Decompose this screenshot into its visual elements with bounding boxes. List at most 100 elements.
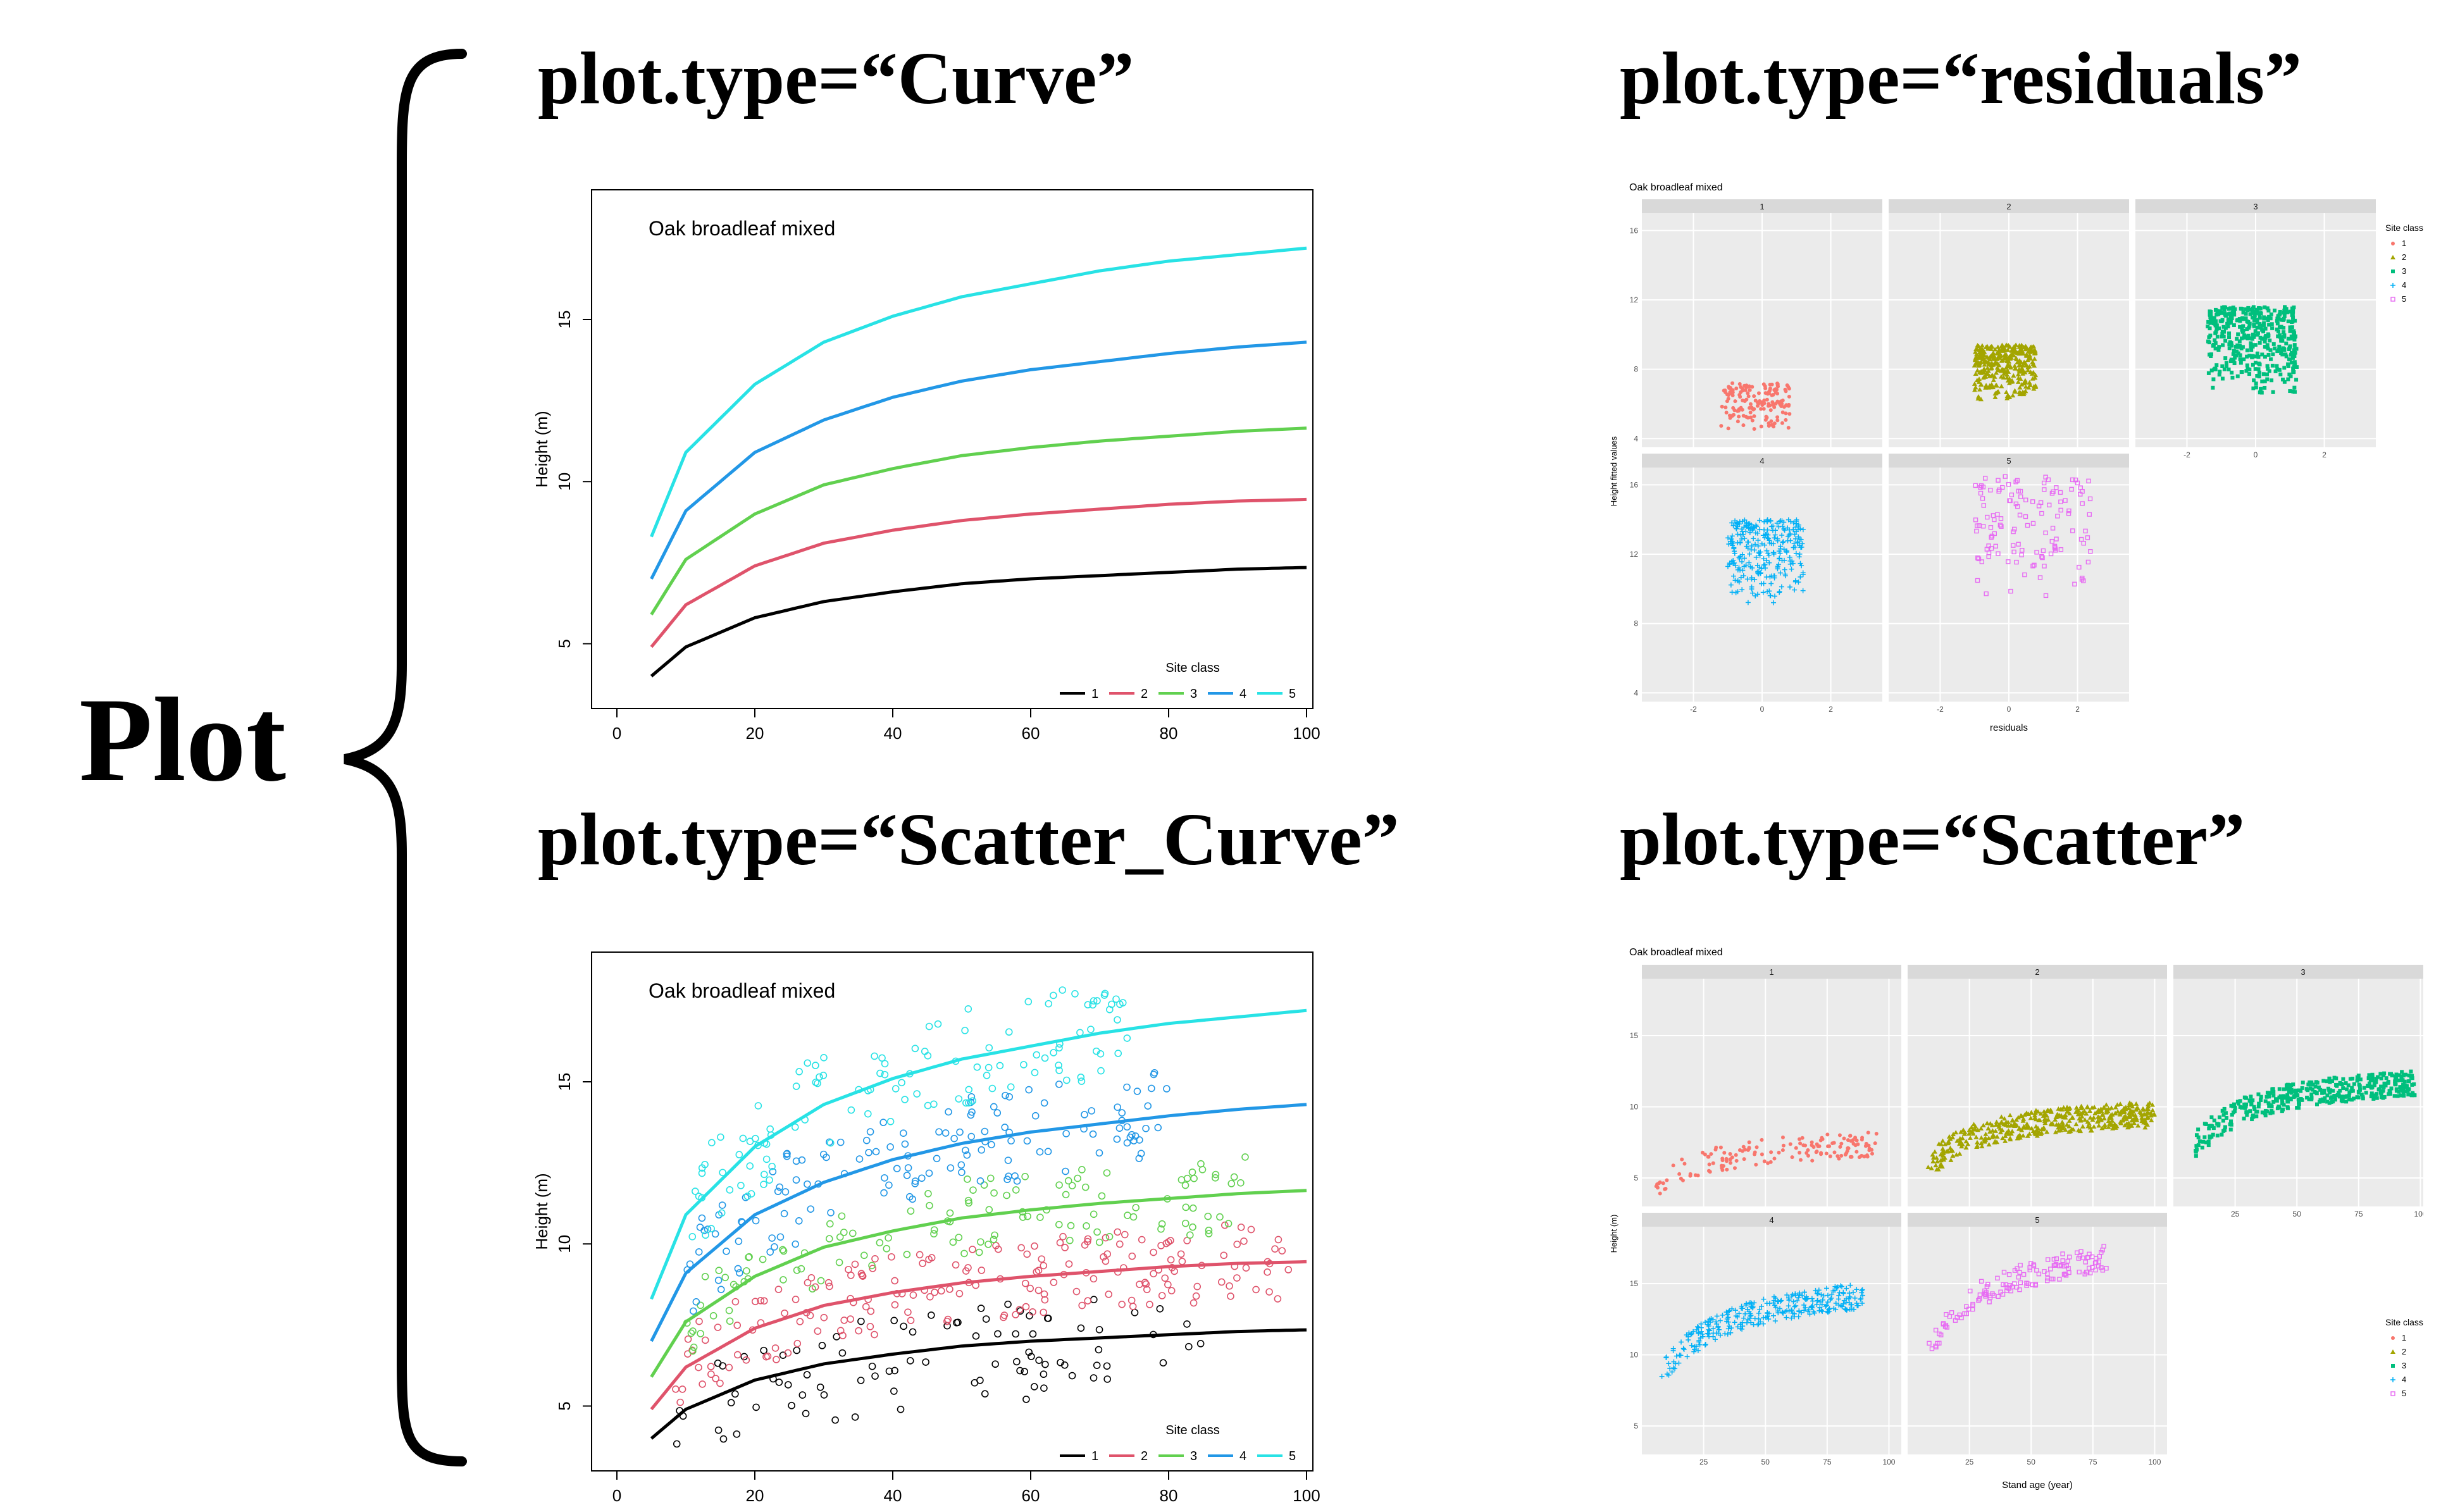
data-point bbox=[1732, 1308, 1738, 1313]
data-point bbox=[2005, 364, 2011, 369]
data-point bbox=[2290, 389, 2295, 393]
data-point bbox=[1934, 1167, 1940, 1172]
data-point bbox=[2227, 335, 2232, 340]
data-point bbox=[864, 1110, 872, 1118]
data-point bbox=[1787, 412, 1792, 416]
data-point bbox=[2011, 543, 2016, 548]
data-point bbox=[2252, 333, 2256, 337]
data-point bbox=[1753, 1150, 1757, 1155]
data-point bbox=[2261, 329, 2266, 333]
data-point bbox=[1833, 1301, 1839, 1306]
data-point bbox=[2006, 1128, 2011, 1133]
data-point bbox=[2081, 541, 2086, 546]
data-point bbox=[1040, 1261, 1048, 1270]
data-point bbox=[1848, 1282, 1853, 1288]
data-point bbox=[1796, 534, 1801, 540]
data-point bbox=[1951, 1132, 1956, 1137]
data-point bbox=[860, 1251, 868, 1260]
data-point bbox=[1950, 1153, 1956, 1158]
data-point bbox=[866, 1128, 874, 1136]
facet-strip bbox=[1642, 965, 1901, 979]
data-point bbox=[2117, 1112, 2123, 1117]
data-point bbox=[1154, 1124, 1162, 1132]
data-point bbox=[2278, 311, 2282, 316]
data-point bbox=[2118, 1101, 2123, 1106]
data-point bbox=[2227, 342, 2232, 347]
data-point bbox=[905, 1193, 914, 1201]
data-point bbox=[735, 1151, 743, 1158]
data-point bbox=[819, 1072, 828, 1079]
data-point bbox=[1804, 1151, 1809, 1155]
data-point bbox=[1028, 1353, 1035, 1360]
data-point bbox=[1025, 1348, 1033, 1356]
data-point bbox=[2057, 1123, 2063, 1128]
data-point bbox=[2311, 1082, 2315, 1087]
data-point bbox=[1933, 1163, 1939, 1168]
data-point bbox=[1696, 1338, 1702, 1344]
data-point bbox=[1970, 1301, 1975, 1307]
data-point bbox=[2367, 1081, 2371, 1086]
data-point bbox=[869, 1265, 877, 1272]
data-point bbox=[2282, 333, 2287, 337]
data-point bbox=[1084, 1297, 1092, 1305]
data-point bbox=[1965, 1141, 1971, 1146]
data-point bbox=[1749, 586, 1755, 592]
data-point bbox=[1728, 1151, 1732, 1156]
data-point bbox=[1017, 1244, 1025, 1252]
data-point bbox=[1999, 1114, 2004, 1119]
data-point bbox=[2269, 357, 2273, 361]
data-point bbox=[2262, 316, 2266, 321]
data-point bbox=[1730, 393, 1735, 397]
data-point bbox=[1983, 344, 1989, 349]
data-point bbox=[1773, 387, 1778, 392]
data-point bbox=[2101, 1115, 2107, 1120]
data-point bbox=[1150, 1270, 1157, 1278]
heading-scatter: plot.type=“Scatter” bbox=[1620, 798, 2245, 881]
data-point bbox=[1265, 1288, 1273, 1296]
data-point bbox=[2294, 1091, 2298, 1096]
data-point bbox=[2251, 344, 2255, 349]
data-point bbox=[2266, 352, 2271, 357]
data-point bbox=[1764, 518, 1770, 524]
data-point bbox=[2340, 1099, 2345, 1103]
data-point bbox=[1867, 1146, 1872, 1151]
data-point bbox=[1142, 1280, 1150, 1288]
data-point bbox=[1973, 1134, 1979, 1139]
data-point bbox=[977, 1238, 984, 1246]
data-point bbox=[975, 1248, 983, 1256]
data-point bbox=[1216, 1213, 1224, 1221]
data-point bbox=[2238, 319, 2242, 323]
data-point bbox=[2227, 331, 2232, 335]
x-tick-label: 20 bbox=[746, 1486, 764, 1505]
data-point bbox=[2196, 1135, 2201, 1139]
data-point bbox=[1735, 1314, 1741, 1320]
data-point bbox=[2367, 1073, 2371, 1077]
data-point bbox=[2258, 322, 2262, 326]
data-point bbox=[1817, 1304, 1823, 1310]
data-point bbox=[1954, 1315, 1960, 1320]
data-point bbox=[2289, 1088, 2294, 1092]
data-point bbox=[1741, 1149, 1745, 1153]
data-point bbox=[1957, 1151, 1963, 1156]
data-point bbox=[2053, 1129, 2058, 1134]
data-point bbox=[1756, 391, 1761, 395]
y-tick-label: 5 bbox=[1634, 1174, 1638, 1182]
data-point bbox=[2244, 1110, 2249, 1115]
data-point bbox=[2039, 1127, 2045, 1132]
data-point bbox=[1982, 362, 1987, 367]
data-point bbox=[2237, 339, 2242, 344]
data-point bbox=[2073, 1122, 2079, 1127]
data-point bbox=[1999, 1127, 2005, 1132]
data-point bbox=[2268, 1111, 2273, 1115]
data-point bbox=[2382, 1081, 2387, 1086]
data-point bbox=[812, 1062, 819, 1069]
data-point bbox=[2238, 325, 2242, 329]
data-point bbox=[1815, 1291, 1821, 1297]
data-point bbox=[1934, 1344, 1939, 1350]
data-point bbox=[717, 1133, 724, 1141]
data-point bbox=[1189, 1299, 1198, 1307]
data-point bbox=[1688, 1174, 1693, 1178]
data-point bbox=[1718, 1332, 1724, 1338]
data-point bbox=[2031, 344, 2037, 349]
data-point bbox=[965, 1199, 972, 1207]
